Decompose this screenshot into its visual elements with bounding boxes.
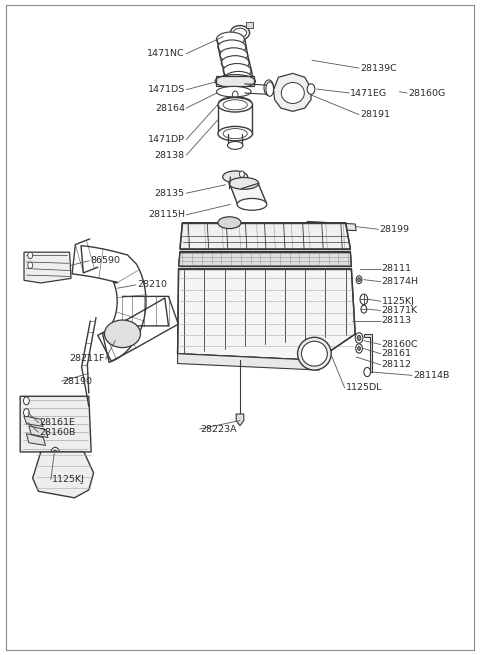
Polygon shape [33,452,94,498]
Text: 1471DS: 1471DS [147,85,185,94]
Polygon shape [178,269,355,360]
Circle shape [361,305,367,313]
Bar [216,76,254,86]
Text: 28112: 28112 [382,360,412,369]
Ellipse shape [228,141,243,149]
Ellipse shape [233,28,247,37]
Ellipse shape [220,48,248,62]
Circle shape [364,367,371,377]
Polygon shape [24,252,71,283]
Text: 28114B: 28114B [413,371,449,380]
Polygon shape [29,426,48,438]
Circle shape [356,344,362,353]
Text: 28190: 28190 [62,377,92,386]
Ellipse shape [225,71,252,86]
Ellipse shape [266,82,274,96]
Text: 1125KJ: 1125KJ [382,297,414,306]
Circle shape [232,91,238,99]
Text: 28174H: 28174H [382,277,419,286]
Ellipse shape [105,320,141,348]
Circle shape [358,346,360,350]
Polygon shape [229,183,266,204]
Polygon shape [307,221,356,231]
Text: 28223A: 28223A [201,424,237,434]
Text: 28160C: 28160C [382,340,418,349]
Text: 28160G: 28160G [408,88,445,98]
Ellipse shape [219,97,252,109]
Text: 28113: 28113 [382,316,412,326]
Ellipse shape [218,217,241,229]
Ellipse shape [221,56,249,70]
Circle shape [24,397,29,405]
Polygon shape [178,354,319,370]
Ellipse shape [216,86,251,97]
Text: 28160B: 28160B [39,428,76,437]
Polygon shape [364,334,372,372]
Circle shape [240,171,244,178]
Text: 28210: 28210 [137,280,167,290]
Text: 1471DP: 1471DP [148,135,185,144]
Polygon shape [20,396,91,452]
Circle shape [307,84,315,94]
Text: 28115H: 28115H [148,210,185,219]
Text: 1471NC: 1471NC [147,49,185,58]
Text: 28164: 28164 [155,103,185,113]
Text: 28161: 28161 [382,349,412,358]
Ellipse shape [298,337,331,370]
Ellipse shape [230,26,250,40]
Circle shape [24,409,29,417]
Ellipse shape [229,178,259,189]
Text: 28138: 28138 [155,151,185,160]
Ellipse shape [301,341,327,366]
Text: 28139C: 28139C [360,64,397,73]
Circle shape [357,335,361,341]
Text: 28199: 28199 [379,225,409,234]
Text: 1471EG: 1471EG [350,88,387,98]
Polygon shape [274,73,311,111]
Ellipse shape [281,83,304,103]
Polygon shape [180,223,350,249]
Ellipse shape [223,171,248,183]
Polygon shape [24,416,43,426]
Circle shape [360,294,368,305]
Circle shape [53,450,58,457]
Circle shape [356,276,362,284]
Circle shape [28,252,33,259]
Ellipse shape [223,64,251,78]
Ellipse shape [216,32,244,47]
Circle shape [355,333,363,343]
Text: 28191: 28191 [360,110,390,119]
Text: 28111: 28111 [382,264,412,273]
Ellipse shape [218,126,252,141]
Polygon shape [26,434,46,445]
Ellipse shape [218,40,246,54]
Ellipse shape [264,80,274,96]
Text: 28171K: 28171K [382,306,418,315]
Circle shape [358,278,360,282]
Bar [246,22,253,28]
Ellipse shape [237,198,267,210]
Text: 86590: 86590 [90,256,120,265]
Text: 1125DL: 1125DL [346,383,382,392]
Text: 28211F: 28211F [69,354,105,364]
Polygon shape [179,252,351,266]
Text: 1125KJ: 1125KJ [52,475,84,484]
Text: 28135: 28135 [155,189,185,198]
Ellipse shape [218,98,252,112]
Polygon shape [236,414,244,426]
Text: 28161E: 28161E [39,418,75,427]
Circle shape [51,447,60,459]
Circle shape [28,262,33,269]
